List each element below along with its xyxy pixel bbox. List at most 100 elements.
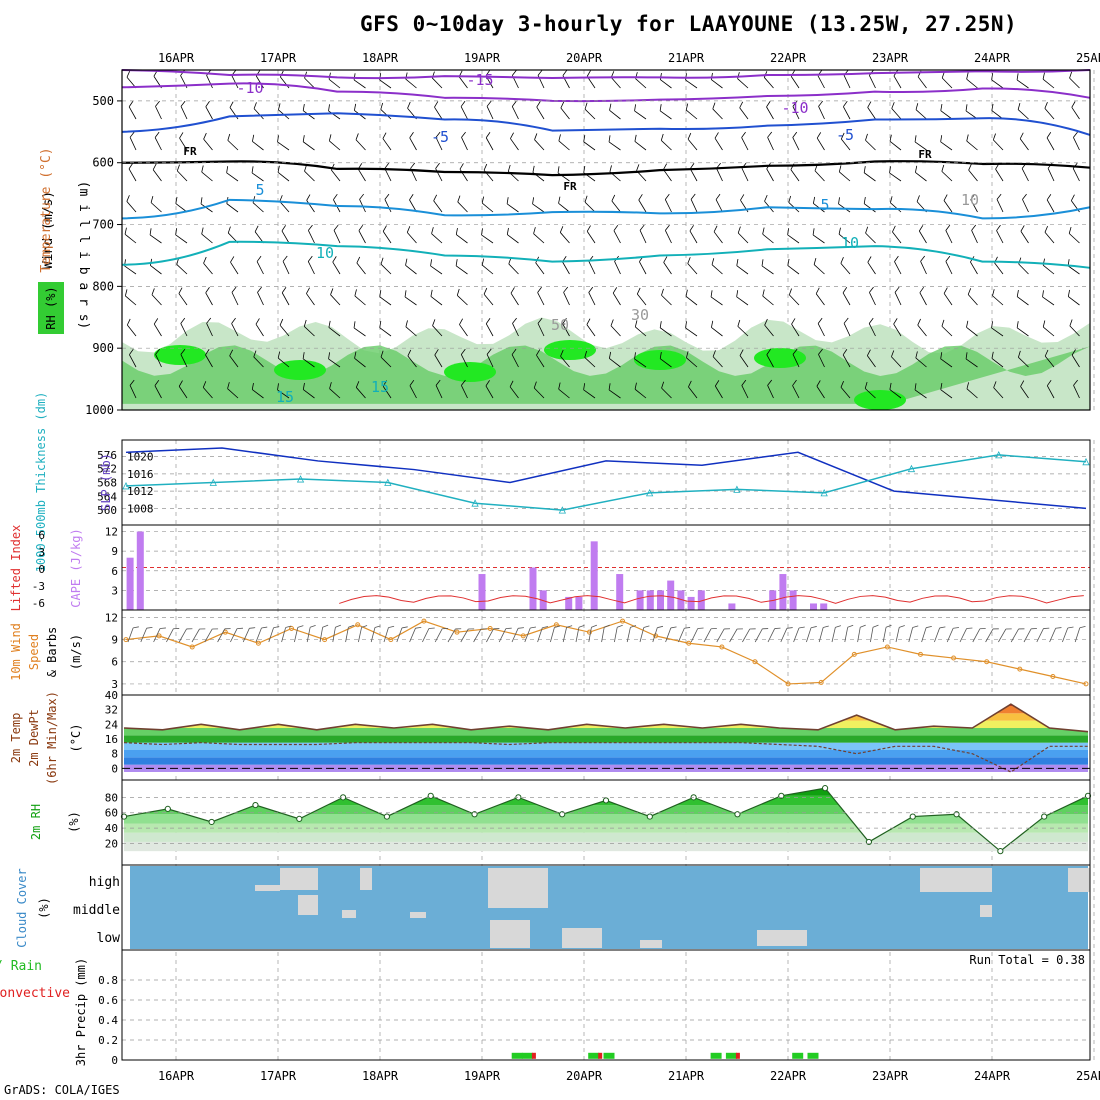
wind-barb-flag	[996, 194, 1003, 199]
wind-barb-staff	[482, 235, 493, 243]
wind-barb-flag	[967, 626, 973, 631]
wind-barb-staff	[431, 296, 442, 305]
wind-barb	[149, 196, 166, 212]
wind-barb-flag	[1080, 625, 1086, 629]
wind-barb-staff	[457, 295, 467, 305]
wind-barb-flag	[352, 104, 358, 111]
wind-barb	[332, 194, 345, 212]
wind-barb-staff	[228, 140, 238, 150]
lifted-tick-label: -3	[32, 580, 45, 593]
cloud-patch	[640, 940, 662, 948]
wind-barb-staff	[946, 261, 952, 274]
wind-barb	[202, 133, 217, 150]
wind-barb-flag	[229, 256, 236, 262]
slp-tick-label: 1012	[127, 485, 154, 498]
wind-yunit: (m/s)	[69, 634, 83, 670]
date-label-top: 23APR	[872, 51, 909, 65]
contour-label: 5	[820, 196, 829, 214]
wind-barb-flag	[709, 321, 715, 328]
wind-barb-flag	[964, 104, 970, 111]
wind-barb-flag	[945, 256, 952, 261]
wind-barb-flag	[913, 166, 919, 173]
wind-barb	[762, 71, 778, 88]
wind-barb-staff	[791, 170, 799, 181]
wind-barb-staff	[815, 171, 825, 181]
wind-barb-flag	[128, 163, 135, 169]
wind-barb	[712, 226, 727, 243]
wind-barb-flag	[128, 101, 135, 107]
wind-barb-staff	[227, 204, 238, 212]
wind-barb	[709, 73, 726, 88]
wind-barb-flag	[938, 135, 944, 142]
precip-total-bar	[588, 1053, 599, 1059]
wind-barb-10m	[576, 624, 584, 643]
wind-barb-flag	[147, 625, 153, 630]
wind-barb-staff	[941, 111, 952, 119]
wind-barb	[379, 258, 395, 274]
wind-barb-staff	[844, 323, 850, 336]
wind-barb-flag	[250, 135, 256, 142]
date-label-top: 17APR	[260, 51, 297, 65]
wind-barb-staff	[589, 292, 595, 305]
date-label-bottom: 18APR	[362, 1069, 399, 1083]
wind-barb	[354, 133, 370, 150]
wind-barb-staff	[819, 106, 825, 119]
wind-barb-staff	[1043, 297, 1054, 305]
wind-barb-staff	[665, 199, 671, 212]
wind-barb-staff	[359, 231, 366, 243]
wind-barb-flag	[307, 225, 314, 230]
wind-barb-staff	[550, 628, 554, 642]
wind-barb-staff	[482, 203, 493, 212]
wind-barb-10m	[870, 624, 878, 643]
rh-marker	[209, 819, 214, 824]
wind-barb-flag	[486, 101, 493, 106]
wind-barb-flag	[282, 256, 289, 261]
wind-barb-flag	[791, 132, 798, 137]
wind-barb-flag	[384, 194, 391, 199]
wind-barb-staff	[1021, 231, 1029, 243]
panel-frame-slp	[122, 440, 1090, 525]
wind-barb-flag	[485, 318, 492, 324]
wind-barb-flag	[765, 101, 772, 107]
date-label-top: 18APR	[362, 51, 399, 65]
wind-barb-flag	[231, 287, 238, 292]
wind-barb-flag	[149, 196, 155, 202]
wind-barb-flag	[659, 289, 665, 295]
wind-barb-staff	[686, 296, 697, 305]
thickness-line	[126, 455, 1086, 510]
wind-barb	[734, 259, 751, 274]
wind-barb-flag	[662, 257, 669, 263]
wind-barb-staff	[406, 265, 417, 274]
wind-barb-flag	[995, 225, 1002, 230]
wind-barb-staff	[947, 628, 953, 642]
wind-barb-flag	[249, 626, 255, 631]
wind-barb-staff	[813, 235, 824, 243]
date-label-bottom: 24APR	[974, 1069, 1011, 1083]
wind-barb-staff	[179, 629, 186, 642]
wind-barb-flag	[890, 102, 896, 108]
cape-bar	[810, 603, 817, 610]
wind-barb	[327, 73, 344, 88]
wind-barb-flag	[866, 102, 873, 108]
wind-barb-flag	[644, 625, 650, 629]
wind-barb-staff	[688, 139, 697, 150]
rh-ylabel: 2m RH	[29, 804, 43, 840]
contour-label: 10	[316, 244, 334, 262]
wind-barb-staff	[1018, 110, 1028, 119]
wind-barb-flag	[403, 259, 409, 266]
wind-barb	[964, 135, 981, 150]
wind-barb-flag	[1070, 195, 1077, 201]
wind-barb-flag	[712, 226, 719, 232]
wind-barb-staff	[942, 78, 952, 88]
wind-barb-staff	[257, 262, 263, 274]
wind-barb-staff	[767, 169, 774, 181]
cloud-patch	[980, 905, 992, 917]
wind-barb	[485, 318, 498, 336]
wind-barb	[918, 225, 932, 243]
wind-barb	[837, 165, 854, 181]
wind-barb-flag	[199, 228, 205, 235]
wind-barb-10m	[845, 624, 853, 643]
wind-barb-flag	[736, 227, 742, 233]
wind-barb	[863, 227, 879, 243]
wind-barb-flag	[613, 225, 620, 230]
